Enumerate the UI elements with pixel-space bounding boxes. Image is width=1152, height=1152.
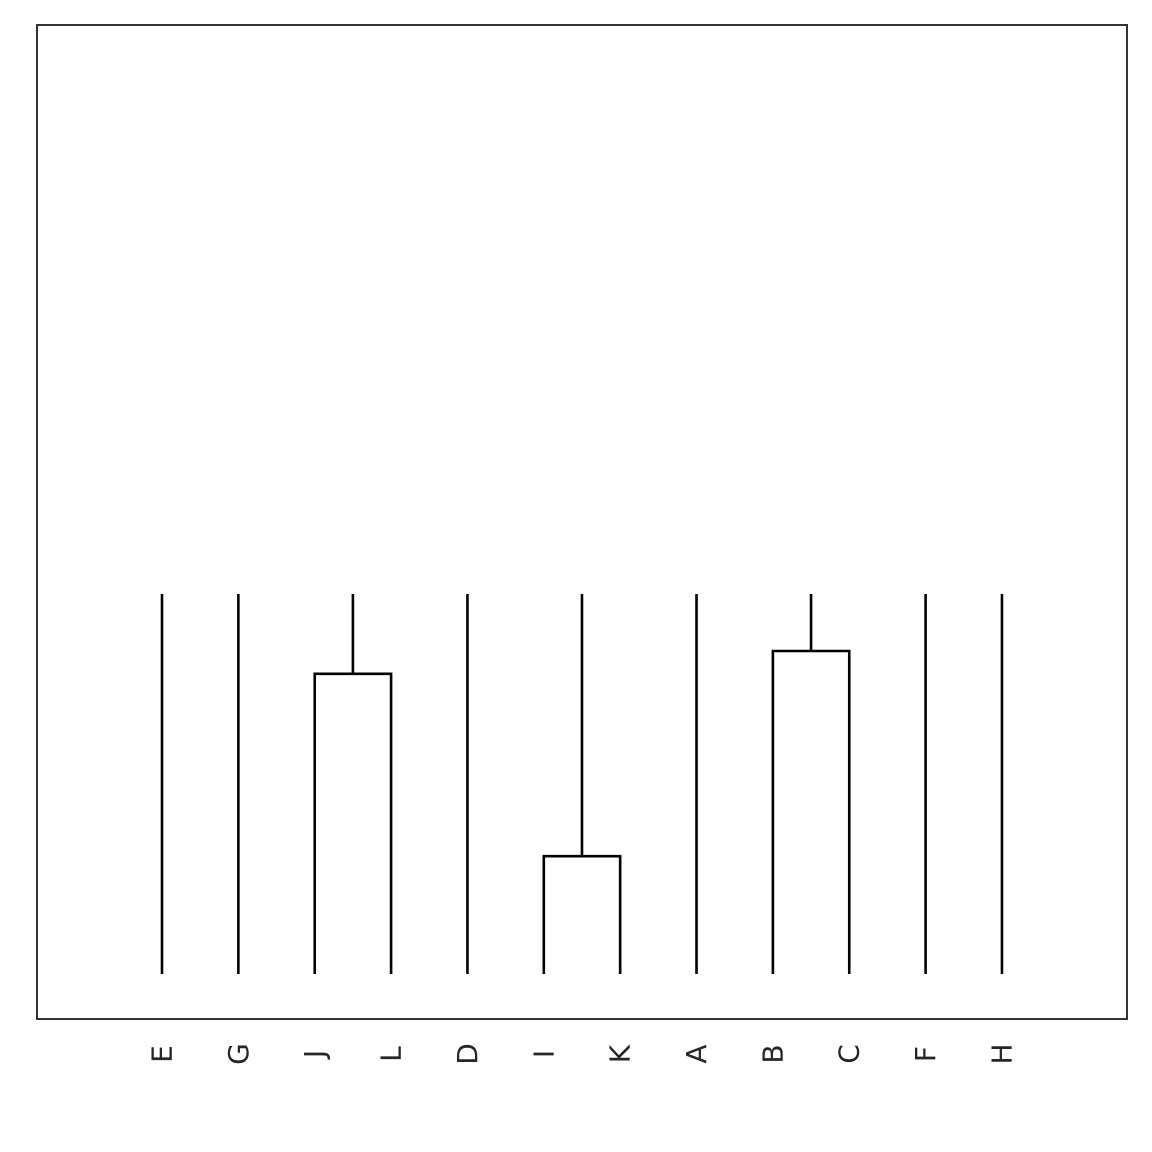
leaf-label-b: B (756, 1044, 789, 1063)
leaf-label-e: E (146, 1045, 179, 1063)
plot-frame (36, 24, 1128, 1020)
leaf-label-h: H (985, 1043, 1018, 1064)
leaf-label-f: F (909, 1046, 942, 1062)
leaf-label-c: C (833, 1044, 866, 1064)
leaf-label-k: K (604, 1044, 637, 1063)
merge-branch-ik (542, 854, 622, 974)
merge-branch-jl (313, 672, 393, 974)
leaf-label-l: L (375, 1046, 408, 1062)
leaf-label-i: I (527, 1050, 560, 1058)
leaf-label-a: A (680, 1044, 713, 1063)
merge-branch-bc (771, 649, 851, 974)
dendrogram-branches (160, 594, 1004, 974)
leaf-label-d: D (451, 1043, 484, 1065)
leaf-label-g: G (222, 1043, 255, 1065)
leaf-label-j: J (298, 1050, 331, 1060)
